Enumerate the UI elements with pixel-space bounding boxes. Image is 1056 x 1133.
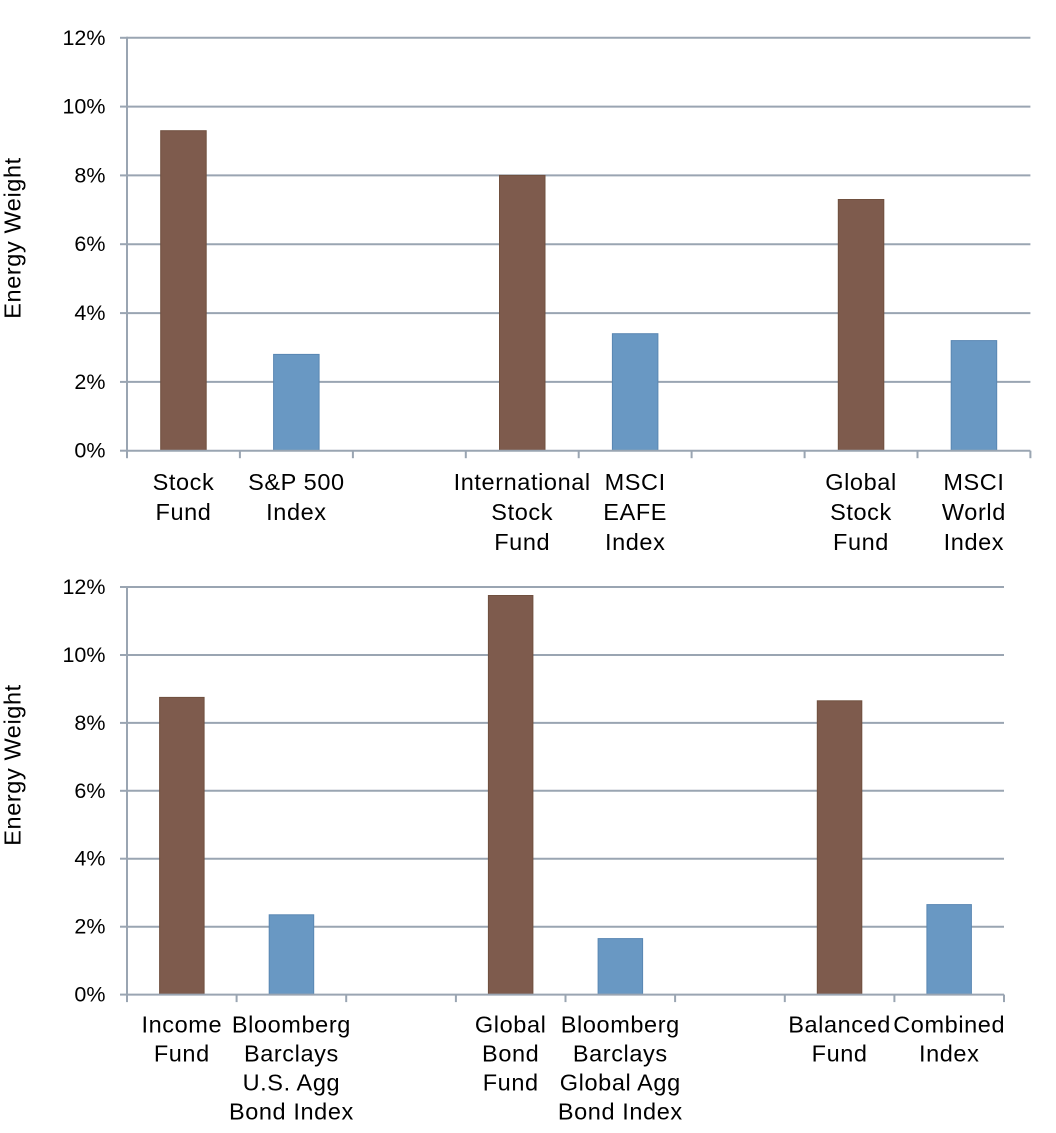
- svg-text:Combined: Combined: [893, 1012, 1005, 1038]
- svg-text:Index: Index: [944, 529, 1005, 555]
- svg-text:Income: Income: [141, 1012, 222, 1038]
- svg-text:6%: 6%: [74, 232, 105, 256]
- svg-text:MSCI: MSCI: [605, 469, 666, 495]
- svg-text:Energy Weight: Energy Weight: [0, 157, 26, 319]
- svg-text:U.S. Agg: U.S. Agg: [243, 1070, 341, 1096]
- svg-text:Barclays: Barclays: [573, 1041, 668, 1067]
- svg-text:Bloomberg: Bloomberg: [561, 1012, 680, 1038]
- svg-text:World: World: [942, 499, 1006, 525]
- svg-text:EAFE: EAFE: [603, 499, 667, 525]
- svg-text:Bond Index: Bond Index: [229, 1099, 354, 1125]
- svg-text:8%: 8%: [74, 711, 105, 735]
- svg-text:Fund: Fund: [833, 529, 889, 555]
- svg-text:4%: 4%: [74, 301, 105, 325]
- svg-text:Bond: Bond: [482, 1041, 539, 1067]
- svg-text:Energy Weight: Energy Weight: [0, 684, 26, 846]
- svg-text:Index: Index: [266, 499, 327, 525]
- svg-text:Global: Global: [475, 1012, 547, 1038]
- svg-text:Stock: Stock: [491, 499, 553, 525]
- svg-text:Fund: Fund: [154, 1041, 210, 1067]
- svg-text:Index: Index: [605, 529, 666, 555]
- svg-text:S&P 500: S&P 500: [248, 469, 345, 495]
- svg-text:2%: 2%: [74, 915, 105, 939]
- svg-text:8%: 8%: [74, 163, 105, 187]
- svg-text:Fund: Fund: [494, 529, 550, 555]
- svg-text:Stock: Stock: [153, 469, 215, 495]
- svg-text:Fund: Fund: [156, 499, 212, 525]
- svg-text:6%: 6%: [74, 779, 105, 803]
- svg-text:International: International: [454, 469, 591, 495]
- svg-text:Balanced: Balanced: [788, 1012, 891, 1038]
- svg-text:Stock: Stock: [830, 499, 892, 525]
- svg-text:Global: Global: [825, 469, 897, 495]
- svg-text:Bloomberg: Bloomberg: [232, 1012, 351, 1038]
- svg-text:4%: 4%: [74, 847, 105, 871]
- svg-text:Index: Index: [919, 1041, 980, 1067]
- svg-text:0%: 0%: [74, 439, 105, 463]
- svg-text:Fund: Fund: [812, 1041, 868, 1067]
- svg-text:Fund: Fund: [483, 1070, 539, 1096]
- svg-text:12%: 12%: [62, 26, 105, 50]
- svg-text:0%: 0%: [74, 983, 105, 1007]
- svg-text:10%: 10%: [62, 95, 105, 119]
- svg-text:10%: 10%: [62, 643, 105, 667]
- svg-text:MSCI: MSCI: [943, 469, 1004, 495]
- svg-text:12%: 12%: [62, 575, 105, 599]
- svg-text:Barclays: Barclays: [244, 1041, 339, 1067]
- svg-text:Bond Index: Bond Index: [558, 1099, 683, 1125]
- svg-text:Global Agg: Global Agg: [560, 1070, 681, 1096]
- svg-text:2%: 2%: [74, 370, 105, 394]
